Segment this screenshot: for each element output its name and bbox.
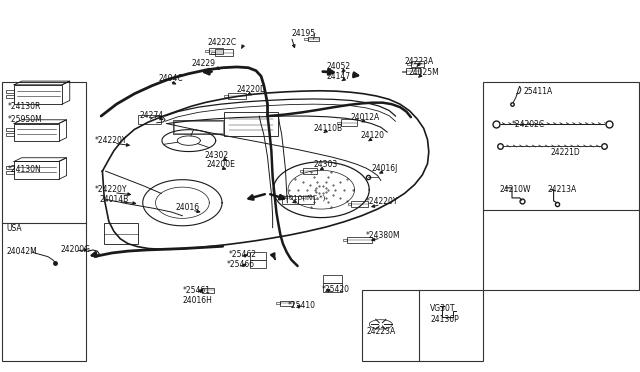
Bar [224,95,228,97]
Bar [303,168,317,174]
Text: 24147: 24147 [326,72,351,81]
Text: *24220Y: *24220Y [366,197,399,206]
Bar [14,124,59,141]
Bar [337,122,341,124]
Bar [402,71,406,72]
Text: *25462: *25462 [229,250,257,259]
Bar [6,128,14,131]
Text: 24052: 24052 [326,62,351,71]
Text: USA: USA [6,224,22,233]
Bar [202,288,214,293]
Bar [308,37,319,41]
Text: 24222C: 24222C [208,38,237,47]
Text: *24220Y: *24220Y [95,136,127,145]
Bar [406,68,420,74]
Text: 24302: 24302 [205,151,229,160]
Bar [138,115,161,124]
Text: 24016J: 24016J [371,164,397,173]
Text: 24136P: 24136P [430,315,459,324]
Text: 25411A: 25411A [524,87,553,96]
Text: VG30T: VG30T [430,304,456,313]
Text: *24380M: *24380M [366,231,401,240]
Text: *25461: *25461 [182,286,211,295]
Bar [347,237,372,243]
Bar [407,63,411,65]
Bar [280,301,293,306]
Text: 24120: 24120 [360,131,384,140]
Text: 24223A: 24223A [366,327,396,336]
Text: 24042M: 24042M [6,247,37,256]
Text: *24202C: *24202C [512,120,545,129]
Bar [300,170,303,172]
Text: *25420: *25420 [321,285,349,294]
Bar [6,133,14,136]
Text: 24016: 24016 [176,203,200,212]
Text: 24012A: 24012A [351,113,380,122]
Bar [6,171,14,174]
Text: 2404C: 2404C [159,74,183,83]
Text: *25410: *25410 [288,301,316,310]
Text: 24010(INC.*): 24010(INC.*) [280,195,326,201]
Bar [323,283,342,292]
Bar [6,90,14,93]
Bar [6,166,14,169]
Text: *24130N: *24130N [8,165,42,174]
Bar [209,48,223,54]
Text: 24200G: 24200G [61,245,91,254]
Text: 24221D: 24221D [550,148,580,157]
Bar [304,38,308,40]
Text: 24303: 24303 [314,160,338,169]
Bar [215,49,233,56]
Text: 24200E: 24200E [206,160,235,169]
Text: 24016H: 24016H [182,296,212,305]
Bar [14,161,59,179]
Text: *25950M: *25950M [8,115,42,124]
Bar [351,201,368,207]
Bar [2,82,86,361]
Text: 24274: 24274 [140,111,164,120]
Bar [198,289,202,291]
Text: 24220D: 24220D [237,85,267,94]
Bar [173,120,224,134]
Text: 24014B: 24014B [99,195,129,203]
Bar [483,82,639,290]
Bar [323,275,342,283]
Text: *24220Y: *24220Y [95,185,127,194]
Bar [6,96,14,98]
Bar [348,203,351,205]
Bar [411,61,424,67]
Bar [228,93,246,99]
Text: 24229: 24229 [192,59,216,68]
Text: *25466: *25466 [227,260,255,269]
Bar [250,252,266,260]
Bar [362,290,483,361]
Bar [276,302,280,304]
Text: 24110B: 24110B [314,124,343,133]
Bar [282,196,298,204]
Text: *24130R: *24130R [8,102,41,110]
Bar [14,85,62,104]
Bar [104,223,138,244]
Bar [343,239,347,241]
Bar [205,51,209,52]
Bar [298,196,314,204]
Text: 24210W: 24210W [499,185,531,194]
Bar [224,112,278,136]
Text: 24195: 24195 [291,29,316,38]
Bar [250,260,266,268]
Bar [174,121,223,133]
Text: 24223A: 24223A [404,57,434,66]
Bar [211,52,215,54]
Bar [341,119,357,126]
Text: 24025M: 24025M [408,68,439,77]
Text: 24213A: 24213A [547,185,577,194]
